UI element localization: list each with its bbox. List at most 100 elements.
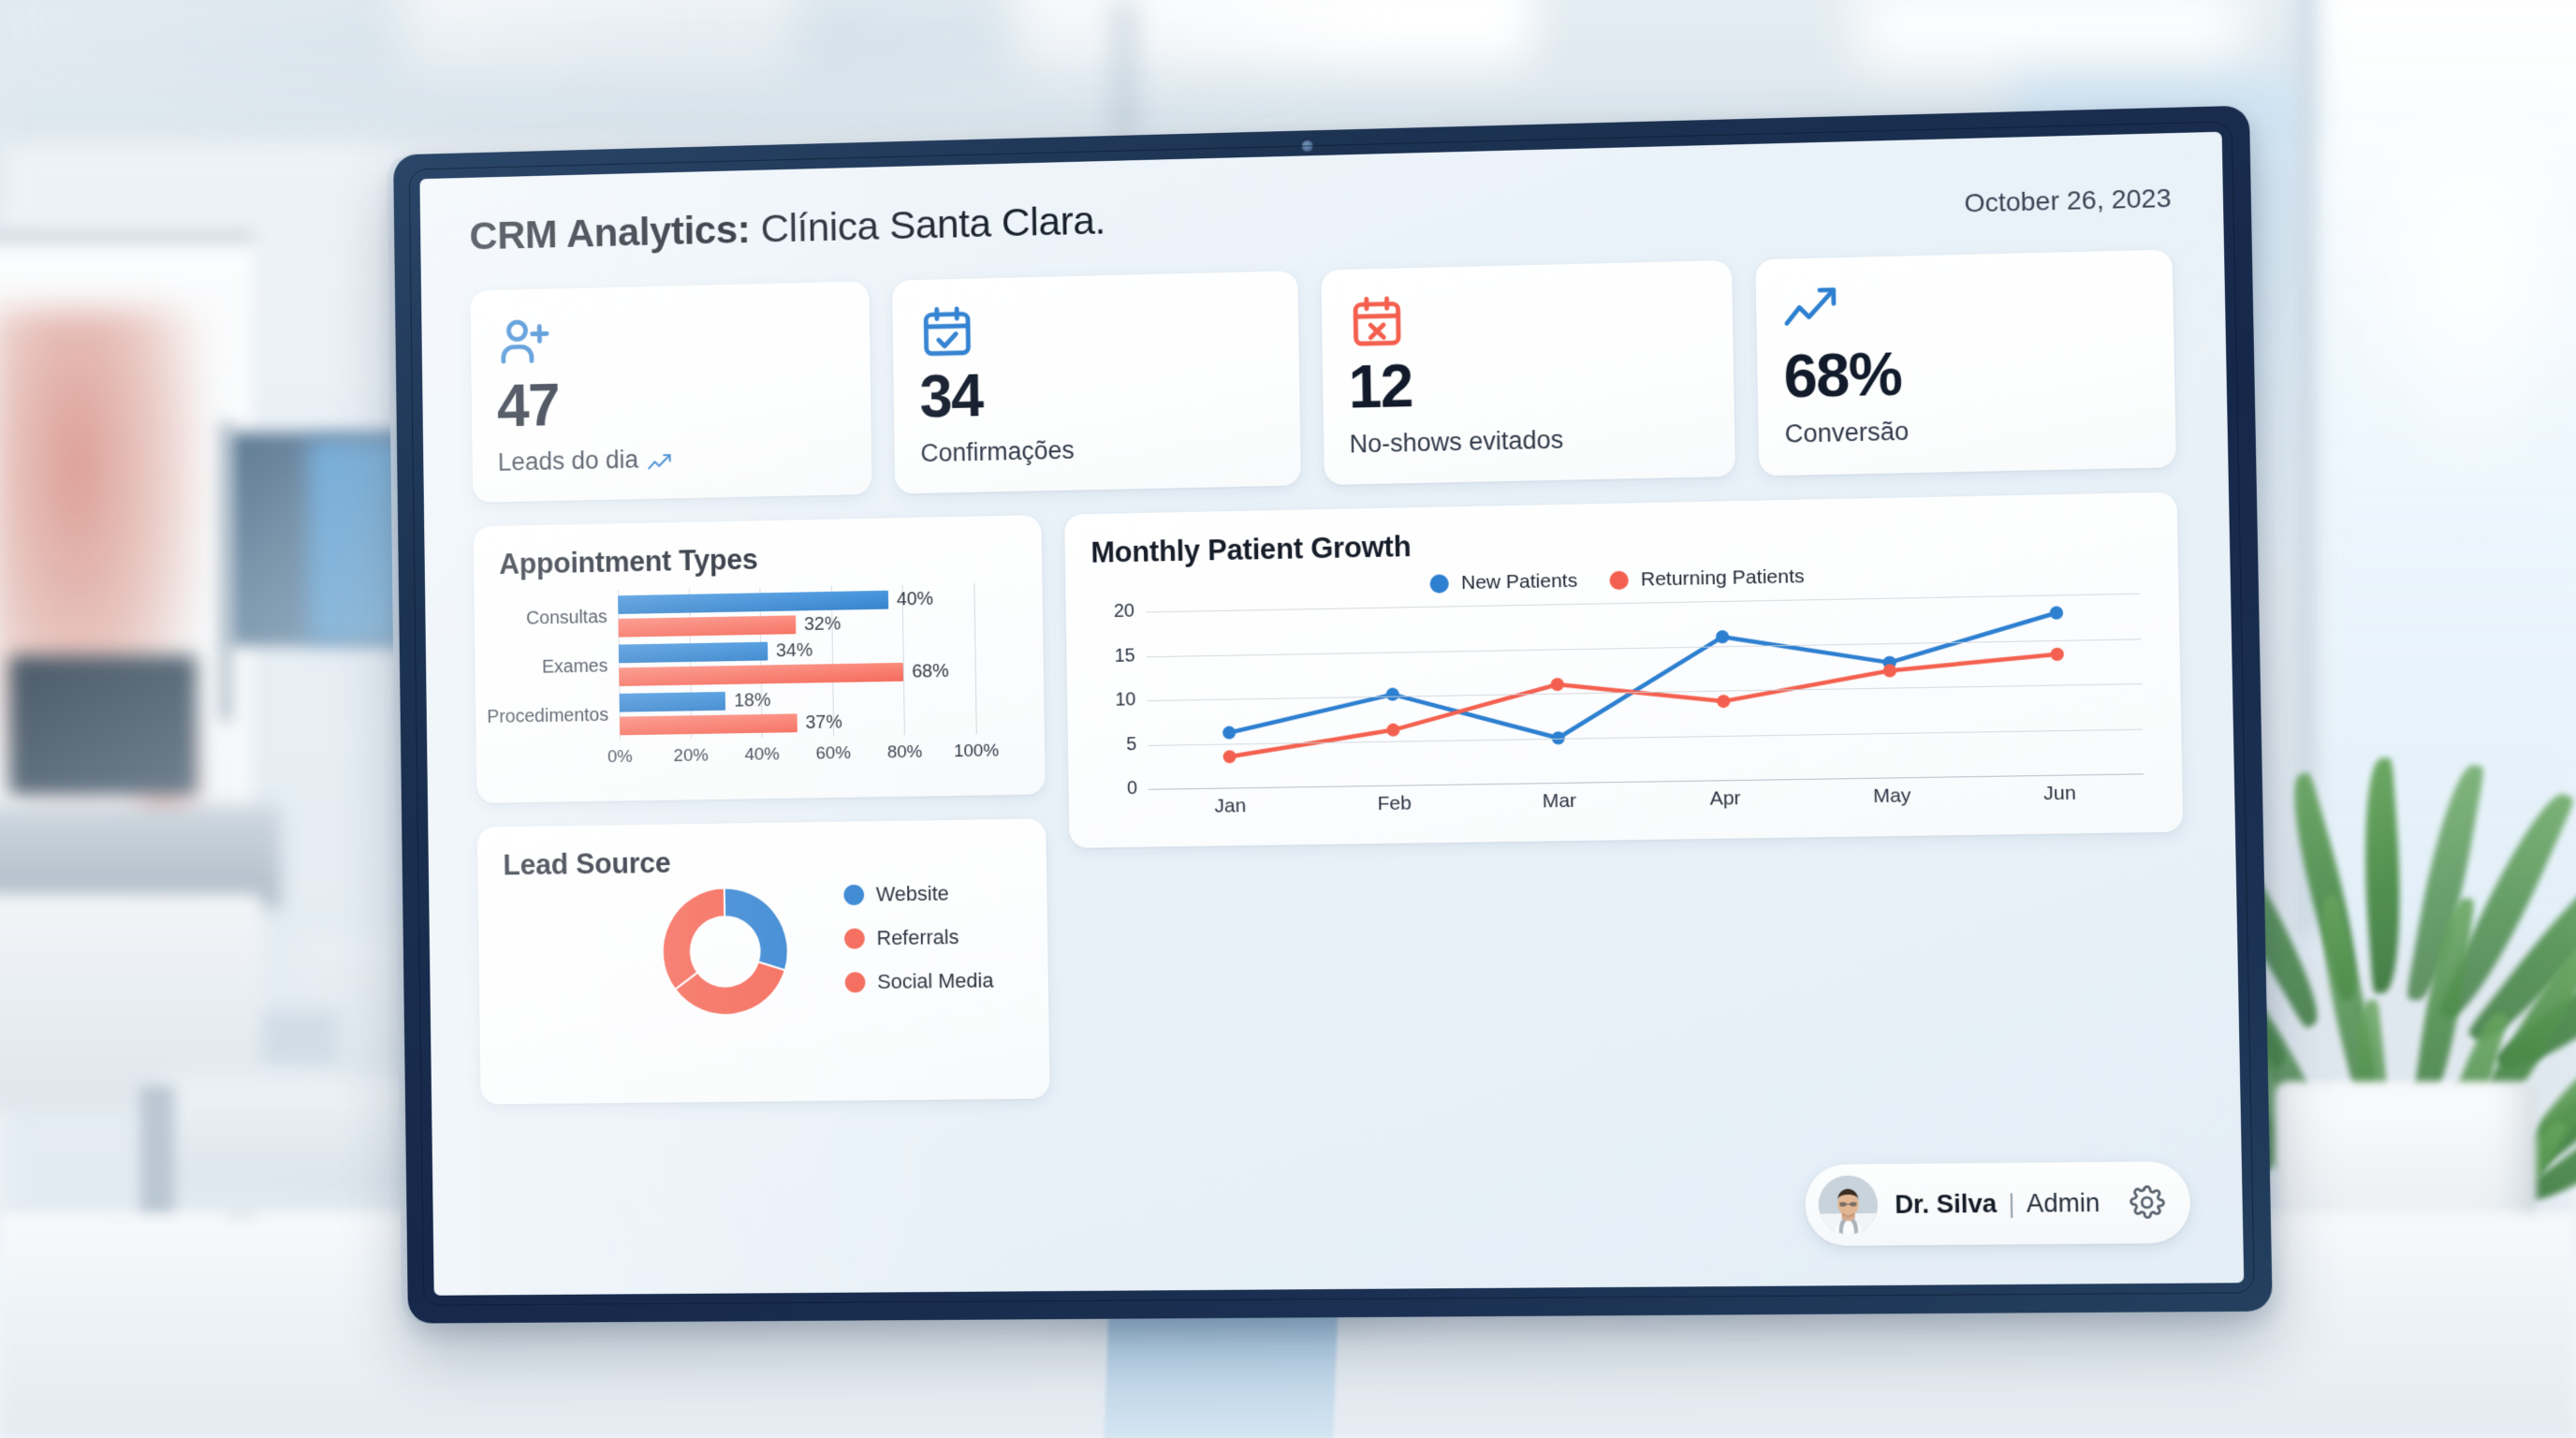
user-name: Dr. Silva: [1894, 1189, 1998, 1219]
line-y-tick: 20: [1113, 600, 1135, 623]
line-data-point[interactable]: [1715, 630, 1730, 644]
xray-viewer-arm: [219, 421, 232, 721]
line-data-point[interactable]: [1386, 723, 1400, 737]
line-y-axis: 0 5 10 15 20: [1091, 601, 1144, 799]
kpi-label: Leads do dia: [497, 445, 639, 477]
page-title: CRM Analytics: Clínica Santa Clara.: [469, 198, 1105, 260]
bar-x-tick: 0%: [607, 746, 633, 768]
plant-leaf: [2356, 757, 2408, 994]
bar-x-tick: 20%: [673, 745, 709, 767]
monthly-growth-chart: 0 5 10 15 20 Jan Feb Mar Apr May Jun: [1091, 589, 2156, 830]
crm-dashboard: CRM Analytics: Clínica Santa Clara. Octo…: [419, 132, 2244, 1296]
kpi-card-conversion[interactable]: 68% Conversão: [1755, 249, 2176, 477]
bar-category-label: Consultas: [526, 606, 607, 629]
user-plus-icon: [496, 306, 845, 372]
donut-slice[interactable]: [724, 888, 788, 972]
lead-source-donut: [642, 867, 810, 1036]
monitor-stand: [1104, 1299, 1339, 1438]
bar[interactable]: 18%: [619, 690, 770, 712]
kpi-value: 12: [1348, 352, 1413, 421]
line-series-path: [1228, 654, 2058, 756]
bar-value-label: 68%: [911, 660, 949, 682]
legend-item[interactable]: New Patients: [1429, 570, 1578, 595]
page-title-light: Clínica Santa Clara.: [760, 198, 1106, 252]
trending-up-icon: [647, 449, 675, 470]
kpi-value: 34: [919, 361, 984, 431]
kpi-row: 47 Leads do dia: [470, 249, 2176, 503]
line-data-point[interactable]: [1551, 731, 1565, 745]
line-x-tick: Jan: [1214, 795, 1247, 817]
bar[interactable]: 32%: [618, 613, 841, 638]
legend-color-dot: [843, 928, 865, 949]
line-data-point[interactable]: [1717, 694, 1731, 709]
legend-item[interactable]: Social Media: [844, 968, 994, 995]
bar-x-tick: 100%: [953, 741, 1000, 762]
line-y-tick: 5: [1125, 733, 1137, 755]
bar-x-tick: 60%: [815, 743, 852, 764]
panel-title: Appointment Types: [498, 542, 758, 580]
charts-row: Appointment Types Consultas 40% 32% Exames 3…: [473, 492, 2188, 1105]
user-badge[interactable]: Dr. Silva | Admin: [1804, 1161, 2191, 1247]
kpi-card-noshows[interactable]: 12 No-shows evitados: [1320, 259, 1735, 486]
window-frame: [2298, 0, 2319, 992]
panel-title: Monthly Patient Growth: [1090, 530, 1412, 569]
legend-color-dot: [1609, 570, 1629, 591]
legend-label: Referrals: [876, 925, 959, 950]
bar-value-label: 32%: [803, 612, 842, 635]
bar-value-label: 40%: [896, 588, 934, 609]
line-data-point[interactable]: [1385, 687, 1399, 701]
line-x-tick: Feb: [1377, 792, 1412, 815]
monitor: CRM Analytics: Clínica Santa Clara. Octo…: [393, 105, 2273, 1324]
legend-color-dot: [843, 884, 865, 905]
kpi-label-wrap: Conversão: [1784, 412, 2148, 449]
line-y-tick: 15: [1114, 645, 1135, 667]
bar[interactable]: 68%: [619, 660, 949, 686]
legend-item[interactable]: Returning Patients: [1609, 565, 1805, 592]
kpi-value: 68%: [1782, 340, 1902, 411]
gear-icon[interactable]: [2129, 1184, 2166, 1221]
line-series-path: [1227, 613, 2058, 743]
line-data-point[interactable]: [1882, 655, 1896, 669]
line-data-point[interactable]: [2050, 647, 2065, 662]
line-data-point[interactable]: [1550, 677, 1564, 692]
user-text: Dr. Silva | Admin: [1895, 1188, 2100, 1219]
bar-x-tick: 80%: [886, 741, 923, 763]
page-title-bold: CRM Analytics:: [469, 207, 751, 259]
line-x-tick: May: [1872, 785, 1911, 808]
dashboard-date: October 26, 2023: [1964, 183, 2172, 218]
equipment-screen: [9, 655, 197, 796]
donut-slice[interactable]: [662, 888, 725, 990]
line-data-point[interactable]: [1882, 664, 1897, 678]
line-y-tick: 0: [1126, 778, 1138, 800]
bar-plot-area: Consultas 40% 32% Exames 34% 68% Procedimentos…: [487, 583, 977, 741]
dashboard-header: CRM Analytics: Clínica Santa Clara. Octo…: [469, 171, 2172, 260]
lead-source-legend: Website Referrals Social Media: [843, 881, 994, 995]
trending-up-icon: [1782, 274, 2147, 341]
bar-group: Exames 34% 68%: [542, 637, 975, 689]
bar[interactable]: 37%: [619, 712, 842, 736]
bar[interactable]: 34%: [618, 639, 812, 664]
bar[interactable]: 40%: [618, 588, 933, 614]
bar-value-label: 37%: [805, 712, 842, 733]
kpi-card-confirmations[interactable]: 34 Confirmações: [892, 271, 1301, 494]
kpi-label: No-shows evitados: [1349, 425, 1564, 459]
calendar-x-icon: [1347, 286, 1706, 352]
line-x-tick: Apr: [1709, 787, 1741, 810]
kpi-card-leads[interactable]: 47 Leads do dia: [470, 281, 872, 503]
legend-item[interactable]: Referrals: [843, 925, 993, 951]
bar-category-label: Procedimentos: [487, 704, 609, 727]
bar-group: Consultas 40% 32%: [526, 587, 974, 640]
line-data-point[interactable]: [1222, 750, 1237, 764]
legend-label: Social Media: [877, 968, 994, 993]
line-data-point[interactable]: [2049, 606, 2064, 620]
kpi-label-wrap: Confirmações: [920, 432, 1274, 468]
kpi-label-wrap: No-shows evitados: [1349, 422, 1708, 459]
legend-item[interactable]: Website: [843, 881, 992, 907]
line-y-tick: 10: [1115, 689, 1136, 711]
window-light-flare: [2340, 112, 2576, 506]
line-data-point[interactable]: [1222, 726, 1237, 740]
line-plot-area: [1145, 593, 2144, 790]
right-column: Monthly Patient Growth New Patients Retur…: [1064, 492, 2188, 1099]
user-separator: |: [2008, 1188, 2015, 1218]
